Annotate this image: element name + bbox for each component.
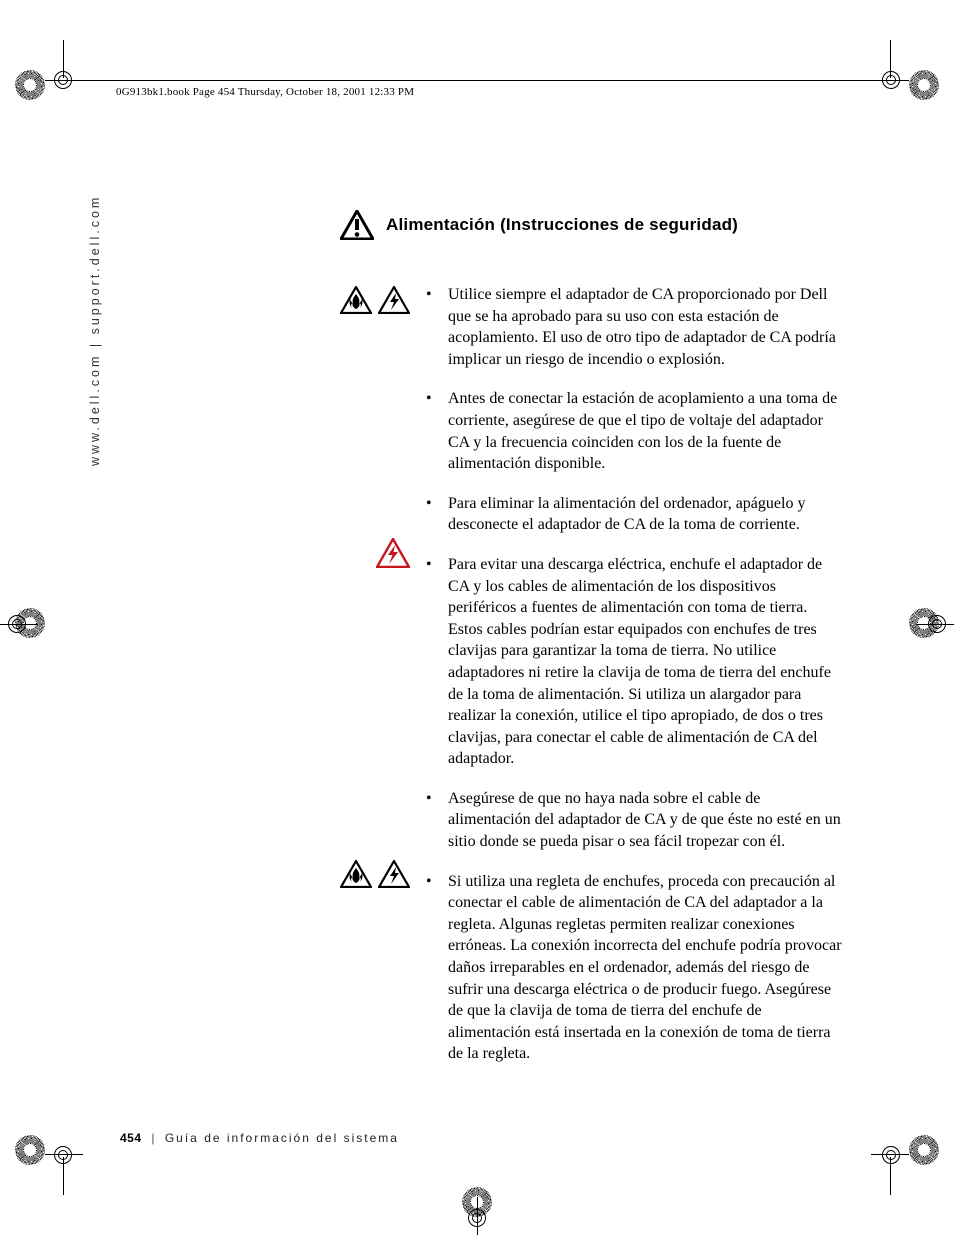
fire-hazard-icon — [340, 860, 372, 893]
list-item: Para eliminar la alimentación del ordena… — [420, 493, 845, 536]
side-url-text: www.dell.com | support.dell.com — [88, 195, 102, 466]
margin-icons — [340, 860, 420, 893]
shock-hazard-icon — [378, 860, 410, 893]
list-item: Para evitar una descarga eléctrica, ench… — [420, 554, 845, 770]
registration-mark-icon — [909, 70, 939, 100]
margin-icons — [340, 286, 420, 319]
section-heading-row: Alimentación (Instrucciones de seguridad… — [340, 210, 738, 240]
page-number: 454 — [120, 1131, 142, 1145]
list-item: Utilice siempre el adaptador de CA propo… — [420, 284, 845, 370]
body-content: Utilice siempre el adaptador de CA propo… — [420, 284, 845, 1083]
shock-hazard-red-icon — [376, 555, 410, 572]
caution-icon — [340, 210, 374, 240]
footer-separator: | — [151, 1131, 155, 1145]
registration-mark-icon — [909, 1135, 939, 1165]
registration-mark-icon — [15, 1135, 45, 1165]
list-item: Antes de conectar la estación de acoplam… — [420, 388, 845, 474]
page-footer: 454 | Guía de información del sistema — [120, 1131, 399, 1145]
header-rule — [63, 80, 900, 81]
list-item: Si utiliza una regleta de enchufes, proc… — [420, 871, 845, 1065]
crop-header-text: 0G913bk1.book Page 454 Thursday, October… — [116, 86, 414, 98]
list-item: Asegúrese de que no haya nada sobre el c… — [420, 788, 845, 853]
shock-hazard-icon — [378, 286, 410, 319]
footer-title: Guía de información del sistema — [165, 1131, 399, 1145]
fire-hazard-icon — [340, 286, 372, 319]
registration-mark-icon — [15, 70, 45, 100]
section-heading: Alimentación (Instrucciones de seguridad… — [386, 215, 738, 235]
